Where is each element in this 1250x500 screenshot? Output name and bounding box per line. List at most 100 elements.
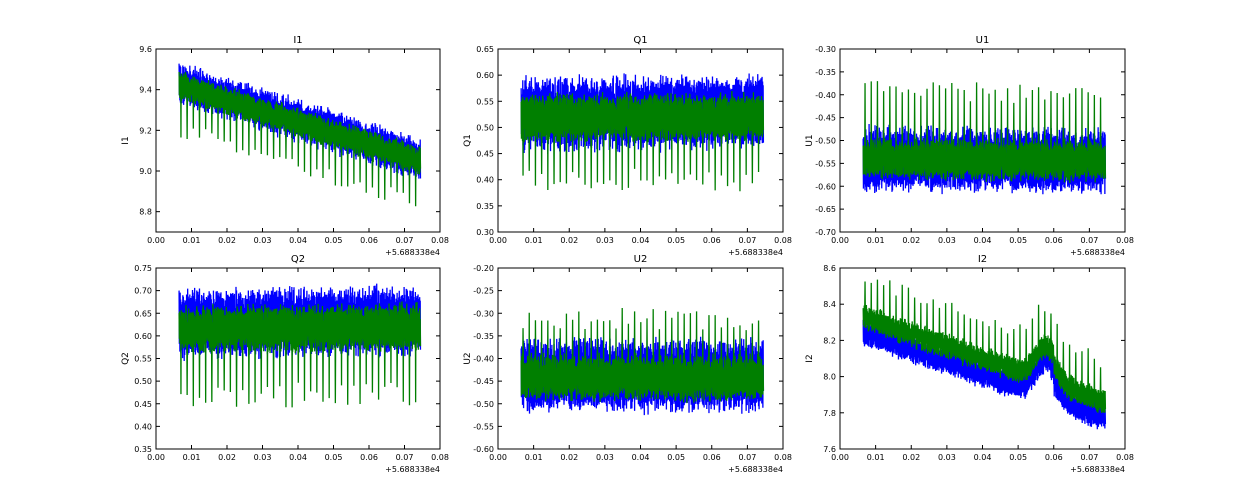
x-tick-label: 0.08: [1116, 453, 1134, 462]
x-tick-label: 0.06: [703, 453, 721, 462]
x-tick-label: 0.03: [596, 453, 614, 462]
y-tick-label: -0.45: [473, 377, 494, 386]
y-tick-label: -0.65: [815, 205, 836, 214]
x-tick-label: 0.04: [974, 236, 992, 245]
x-tick-label: 0.00: [489, 236, 507, 245]
x-offset-label: +5.688338e4: [385, 248, 440, 257]
y-tick-label: 7.8: [823, 409, 836, 418]
y-tick-label: 9.0: [139, 167, 152, 176]
y-tick-label: -0.40: [473, 355, 494, 364]
x-tick-label: 0.02: [218, 453, 236, 462]
y-tick-label: 8.4: [823, 300, 836, 309]
y-tick-label: 8.8: [139, 208, 152, 217]
series-line-green: [520, 90, 765, 192]
y-tick-label: -0.60: [473, 445, 494, 454]
x-tick-label: 0.06: [703, 236, 721, 245]
y-tick-label: 0.50: [476, 123, 494, 132]
series-group: [178, 283, 422, 408]
x-tick-label: 0.07: [1080, 453, 1098, 462]
x-tick-label: 0.02: [218, 236, 236, 245]
x-tick-label: 0.02: [560, 236, 578, 245]
y-axis-label: Q1: [463, 134, 473, 147]
series-line-green: [178, 301, 422, 408]
subplot-q2: 0.00 0.01 0.02 0.03 0.04 0.05 0.06 0.07 0.08 0.35…: [121, 254, 449, 474]
subplot-u2: 0.00 0.01 0.02 0.03 0.04 0.05 0.06 0.07 0.08 -0.6…: [463, 254, 792, 474]
y-tick-label: 0.65: [476, 45, 494, 54]
y-tick-label: 0.70: [134, 287, 152, 296]
series-line-green: [520, 307, 765, 404]
y-tick-label: 0.60: [476, 71, 494, 80]
x-tick-label: 0.04: [632, 453, 650, 462]
x-tick-label: 0.06: [360, 236, 378, 245]
subplot-q1: 0.00 0.01 0.02 0.03 0.04 0.05 0.06 0.07 0.08 0.30…: [463, 35, 792, 257]
subplot-title: Q2: [291, 254, 305, 265]
x-tick-label: 0.04: [289, 453, 307, 462]
y-tick-label: -0.45: [815, 114, 836, 123]
subplot-title: Q1: [633, 35, 647, 46]
x-tick-label: 0.02: [902, 453, 920, 462]
y-tick-label: 0.30: [476, 228, 494, 237]
series-line-green: [862, 81, 1107, 183]
x-tick-label: 0.01: [525, 236, 543, 245]
y-tick-label: 0.45: [476, 150, 494, 159]
y-axis-label: U1: [805, 134, 815, 146]
x-tick-label: 0.05: [325, 236, 343, 245]
x-tick-label: 0.03: [938, 453, 956, 462]
y-tick-label: 9.2: [139, 126, 152, 135]
y-tick-label: -0.50: [815, 137, 836, 146]
y-tick-label: 0.40: [134, 422, 152, 431]
series-line-green: [862, 279, 1107, 413]
x-tick-label: 0.03: [254, 236, 272, 245]
x-tick-label: 0.07: [396, 236, 414, 245]
x-tick-label: 0.00: [147, 236, 165, 245]
series-group: [520, 73, 765, 192]
x-tick-label: 0.01: [525, 453, 543, 462]
subplot-title: U2: [634, 254, 648, 265]
x-tick-label: 0.08: [774, 453, 792, 462]
y-tick-label: -0.30: [815, 45, 836, 54]
subplot-title: I2: [978, 254, 987, 265]
x-offset-label: +5.688338e4: [728, 248, 783, 257]
y-tick-label: 9.4: [139, 86, 152, 95]
series-group: [178, 63, 422, 207]
x-tick-label: 0.08: [431, 236, 449, 245]
series-group: [520, 307, 765, 416]
x-tick-label: 0.04: [289, 236, 307, 245]
x-offset-label: +5.688338e4: [385, 465, 440, 474]
x-tick-label: 0.08: [1116, 236, 1134, 245]
subplot-title: I1: [293, 35, 302, 46]
x-tick-label: 0.07: [1080, 236, 1098, 245]
x-tick-label: 0.02: [560, 453, 578, 462]
x-tick-label: 0.05: [325, 453, 343, 462]
x-tick-label: 0.05: [667, 453, 685, 462]
x-offset-label: +5.688338e4: [1070, 248, 1125, 257]
x-tick-label: 0.08: [774, 236, 792, 245]
x-tick-label: 0.03: [254, 453, 272, 462]
series-line-green: [178, 72, 422, 207]
x-tick-label: 0.01: [183, 453, 201, 462]
x-tick-label: 0.07: [738, 236, 756, 245]
y-tick-label: 0.35: [476, 202, 494, 211]
x-tick-label: 0.06: [360, 453, 378, 462]
x-tick-label: 0.01: [867, 236, 885, 245]
y-tick-label: 0.35: [134, 445, 152, 454]
x-tick-label: 0.04: [974, 453, 992, 462]
subplot-u1: 0.00 0.01 0.02 0.03 0.04 0.05 0.06 0.07 0.08 -0.7…: [805, 35, 1134, 257]
subplot-i1: 0.00 0.01 0.02 0.03 0.04 0.05 0.06 0.07 0.08 8.8 9…: [121, 35, 449, 257]
x-tick-label: 0.08: [431, 453, 449, 462]
x-tick-label: 0.05: [1009, 453, 1027, 462]
series-group: [862, 279, 1107, 430]
x-tick-label: 0.03: [596, 236, 614, 245]
subplot-title: U1: [976, 35, 990, 46]
y-tick-label: -0.30: [473, 309, 494, 318]
y-tick-label: -0.40: [815, 91, 836, 100]
x-tick-label: 0.03: [938, 236, 956, 245]
x-tick-label: 0.02: [902, 236, 920, 245]
subplot-i2: 0.00 0.01 0.02 0.03 0.04 0.05 0.06 0.07 0.08 7.6 7…: [805, 254, 1134, 474]
x-offset-label: +5.688338e4: [1070, 465, 1125, 474]
x-tick-label: 0.01: [183, 236, 201, 245]
y-tick-label: 7.6: [823, 445, 836, 454]
y-tick-label: 0.60: [134, 332, 152, 341]
y-tick-label: 8.6: [823, 264, 836, 273]
y-tick-label: 0.55: [476, 97, 494, 106]
